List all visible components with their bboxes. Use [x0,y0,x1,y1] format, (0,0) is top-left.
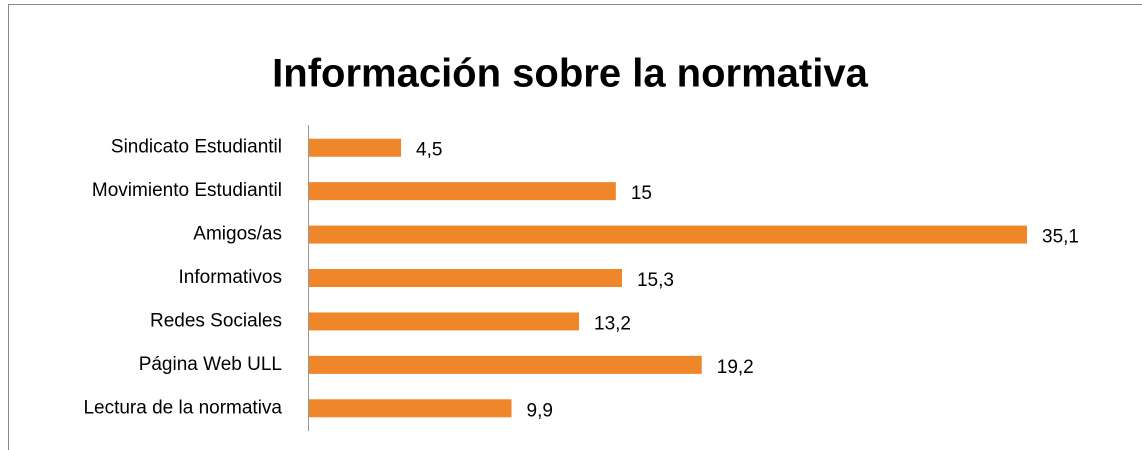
category-label: Amigos/as [193,224,282,245]
value-label: 4,5 [416,140,442,161]
value-label: 35,1 [1042,227,1079,248]
category-label: Movimiento Estudiantil [92,180,282,201]
bar [309,225,1027,244]
bar [309,355,702,374]
bar [309,269,622,287]
category-label: Lectura de la normativa [83,397,282,418]
category-label: Sindicato Estudiantil [111,137,282,158]
value-label: 13,2 [594,313,631,334]
value-label: 15 [631,183,652,204]
value-label: 15,3 [637,270,674,291]
chart-title: Información sobre la normativa [272,52,868,96]
bar [309,399,512,418]
category-label: Página Web ULL [139,354,282,375]
bar [309,138,402,157]
bar [309,312,580,331]
bar [309,182,616,201]
value-label: 9,9 [527,400,553,421]
category-label: Redes Sociales [150,310,282,331]
value-label: 19,2 [717,357,754,378]
category-label: Informativos [179,267,282,288]
